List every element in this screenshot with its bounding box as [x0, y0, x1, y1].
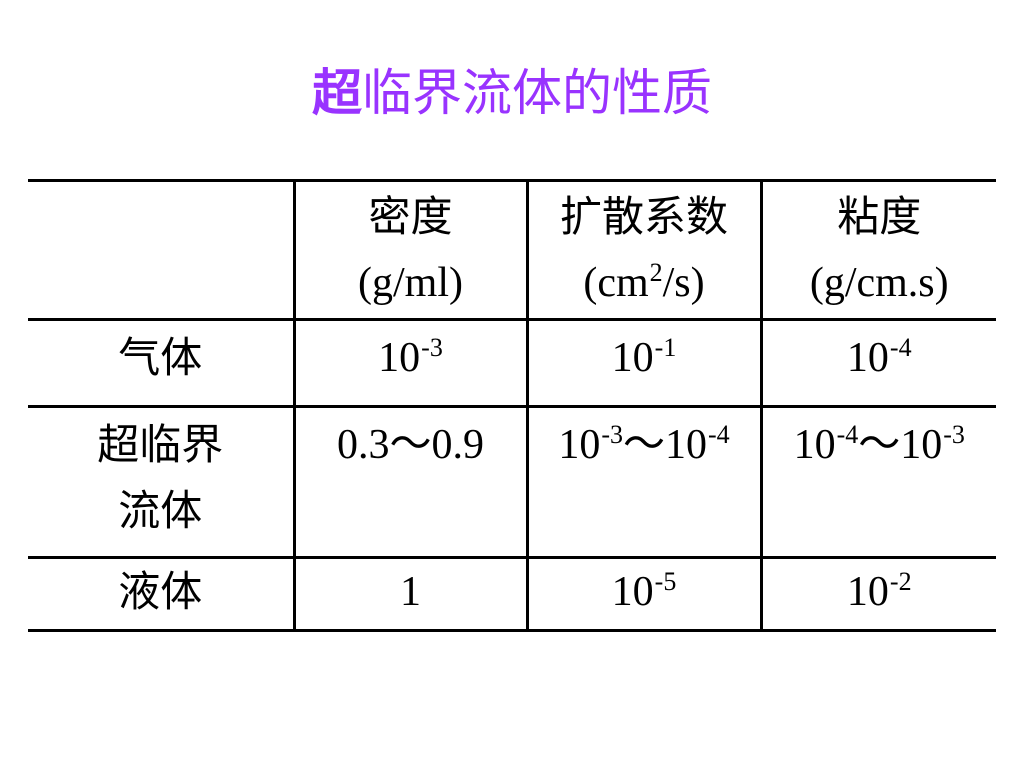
title-first-char: 超 [312, 64, 362, 122]
header-label: 扩散系数 [559, 192, 728, 241]
exp: -3 [601, 420, 623, 449]
exp: -4 [836, 420, 859, 449]
base: 10 [846, 335, 889, 381]
row-name-line: 流体 [118, 486, 203, 535]
unit-text: /s) [662, 260, 705, 306]
header-label: 密度 [368, 192, 453, 241]
range-sep: ～ [858, 422, 901, 468]
base: 10 [900, 422, 943, 468]
header-unit: (g/ml) [358, 260, 463, 306]
cell-diffusion: 10-3～10-4 [525, 405, 761, 559]
row-name: 液体 [28, 556, 294, 632]
base: 10 [558, 422, 601, 468]
cell-density: 10-3 [292, 318, 527, 408]
cell-density: 0.3～0.9 [292, 405, 527, 559]
base: 10 [611, 569, 654, 615]
table-row: 气体 10-3 10-1 10-4 [28, 318, 996, 408]
exp: -4 [708, 420, 730, 449]
unit-sup: 2 [649, 258, 663, 287]
header-empty [28, 179, 294, 321]
header-unit: (g/cm.s) [809, 260, 949, 306]
header-label: 粘度 [837, 192, 922, 241]
cell-viscosity: 10-4～10-3 [759, 405, 996, 559]
header-density: 密度 (g/ml) [292, 179, 527, 321]
unit-text: (cm [583, 260, 649, 306]
range-sep: ～ [622, 422, 665, 468]
cell-density: 1 [292, 556, 527, 632]
header-diffusion: 扩散系数 (cm2/s) [525, 179, 761, 321]
exp: -1 [654, 333, 677, 362]
cell-diffusion: 10-1 [525, 318, 761, 408]
cell-viscosity: 10-4 [759, 318, 996, 408]
exp: -4 [889, 333, 912, 362]
cell-diffusion: 10-5 [525, 556, 761, 632]
table-row: 超临界 流体 0.3～0.9 10-3～10-4 10-4～10-3 [28, 405, 996, 559]
base: 10 [378, 335, 421, 381]
base: 10 [611, 335, 654, 381]
base: 10 [793, 422, 836, 468]
row-name-line: 超临界 [97, 420, 224, 469]
exp: -3 [421, 333, 443, 362]
properties-table: 密度 (g/ml) 扩散系数 (cm2/s) 粘度 (g/cm.s) 气体 10-3 … [28, 179, 996, 632]
slide-title: 超临界流体的性质 [0, 58, 1024, 128]
row-name: 超临界 流体 [28, 405, 294, 559]
cell-viscosity: 10-2 [759, 556, 996, 632]
exp: -5 [654, 567, 677, 596]
header-unit: (cm2/s) [529, 250, 760, 316]
exp: -3 [943, 420, 965, 449]
header-viscosity: 粘度 (g/cm.s) [759, 179, 996, 321]
exp: -2 [889, 567, 912, 596]
title-rest: 临界流体的性质 [362, 64, 712, 122]
table-row: 液体 1 10-5 10-2 [28, 556, 996, 632]
base: 10 [846, 569, 889, 615]
row-name: 气体 [28, 318, 294, 408]
header-row: 密度 (g/ml) 扩散系数 (cm2/s) 粘度 (g/cm.s) [28, 179, 996, 321]
base: 10 [665, 422, 707, 468]
